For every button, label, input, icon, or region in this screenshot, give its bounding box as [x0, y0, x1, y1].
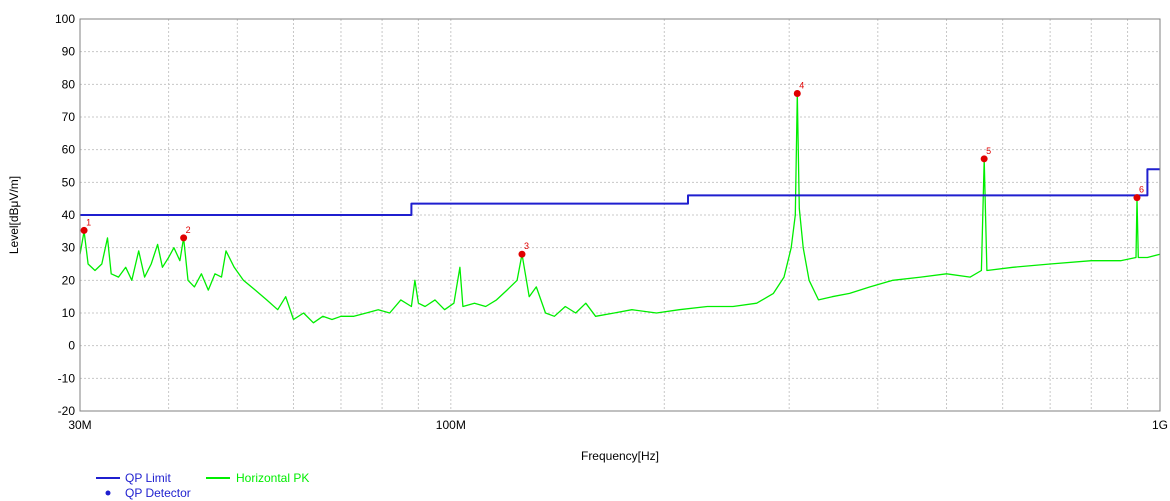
y-tick-label: 60 — [62, 143, 76, 157]
legend: QP Limit Horizontal PK QP Detector — [96, 471, 309, 500]
y-tick-label: 80 — [62, 77, 76, 91]
y-axis-title: Level[dBμV/m] — [7, 176, 21, 254]
x-tick-label: 30M — [68, 418, 91, 432]
y-tick-label: 0 — [68, 339, 75, 353]
series-line-horizontal-pk — [79, 93, 1161, 324]
y-tick-label: 70 — [62, 110, 76, 124]
legend-label-qp-limit: QP Limit — [125, 471, 171, 485]
y-tick-label: 100 — [55, 12, 75, 26]
series — [79, 93, 1161, 324]
legend-label-horizontal-pk: Horizontal PK — [236, 471, 309, 485]
peak-marker — [1133, 194, 1141, 202]
grid — [80, 19, 1160, 411]
peak-marker-label: 5 — [986, 146, 991, 156]
peak-marker — [80, 226, 88, 234]
y-tick-label: 50 — [62, 175, 76, 189]
peak-marker — [180, 234, 188, 242]
x-ticks: 30M 100M 1G — [68, 418, 1168, 432]
peak-marker — [980, 155, 988, 163]
peak-marker-label: 1 — [86, 217, 91, 227]
plot-frame — [79, 18, 1161, 412]
markers: 1 2 3 4 5 6 — [80, 80, 1144, 258]
y-tick-label: -10 — [58, 371, 76, 385]
series-line-qp-limit — [80, 168, 1160, 216]
y-ticks: -20 -10 0 10 20 30 40 50 60 70 80 90 100 — [55, 12, 75, 418]
y-tick-label: 40 — [62, 208, 76, 222]
y-tick-label: 10 — [62, 306, 76, 320]
legend-label-qp-detector: QP Detector — [125, 486, 191, 500]
y-tick-label: -20 — [58, 404, 76, 418]
x-axis-title: Frequency[Hz] — [581, 449, 659, 463]
x-tick-label: 1G — [1152, 418, 1168, 432]
legend-swatch-qp-detector — [105, 490, 111, 496]
x-tick-label: 100M — [436, 418, 466, 432]
peak-marker — [793, 89, 801, 97]
y-tick-label: 90 — [62, 45, 76, 59]
peak-marker-label: 6 — [1139, 185, 1144, 195]
peak-marker-label: 3 — [524, 241, 529, 251]
peak-marker-label: 4 — [799, 80, 804, 90]
y-tick-label: 20 — [62, 273, 76, 287]
peak-marker-label: 2 — [186, 225, 191, 235]
peak-marker — [518, 250, 526, 258]
y-tick-label: 30 — [62, 241, 76, 255]
